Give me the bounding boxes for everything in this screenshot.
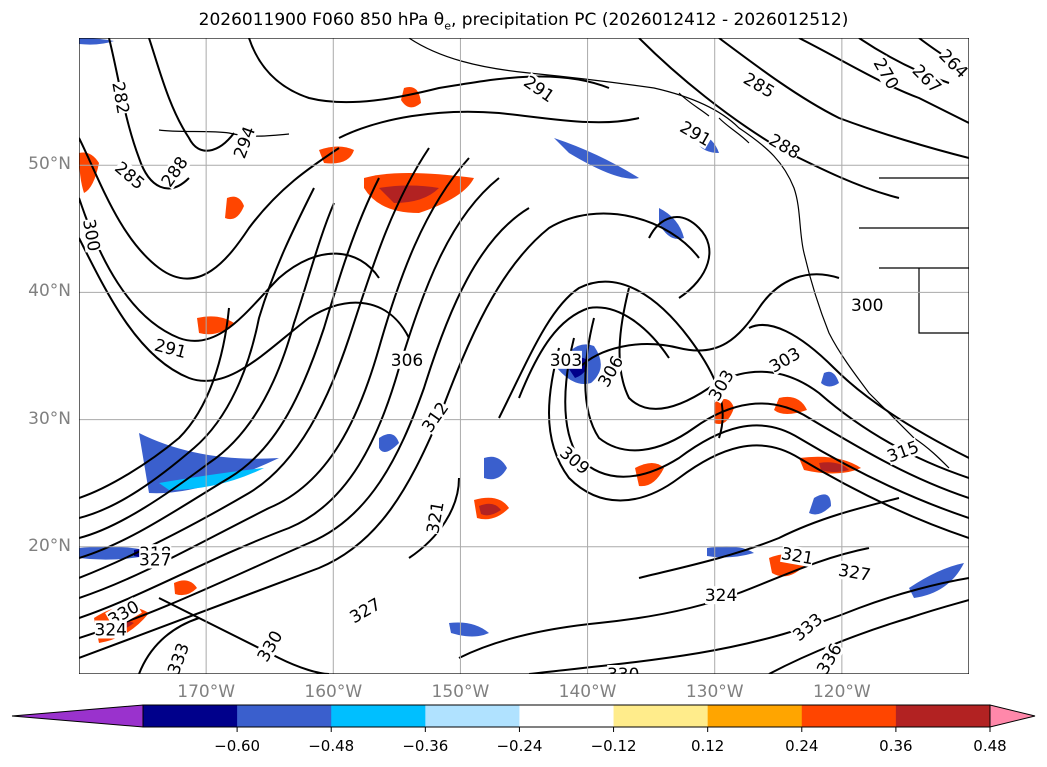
contour-label-bg: [139, 550, 172, 569]
chart-title: 2026011900 F060 850 hPa θe, precipitatio…: [198, 10, 849, 33]
contour-label-bg: [230, 124, 259, 161]
lon-tick-label: 170°W: [177, 682, 236, 702]
contour-label-bg: [766, 344, 803, 376]
contour-label-bg: [391, 350, 424, 369]
colorbar-bin: [895, 705, 991, 727]
colorbar-bin: [425, 705, 520, 727]
colorbar-bin: [143, 705, 238, 727]
contour-label-bg: [423, 500, 447, 535]
colorbar-tick-label: −0.36: [402, 737, 448, 755]
contour-label-bg: [157, 153, 191, 190]
contour-label-bg: [766, 130, 803, 162]
contour-label-bg: [705, 586, 738, 605]
contour-label-bg: [94, 620, 127, 639]
contour-label-bg: [152, 335, 189, 362]
contour-label-bg: [884, 437, 921, 466]
colorbar-tick-label: 0.48: [973, 737, 1006, 755]
contour-label-bg: [851, 296, 884, 315]
colorbar-bin: [801, 705, 897, 727]
lon-tick-label: 140°W: [558, 682, 617, 702]
colorbar-extend-max: [989, 704, 1036, 728]
coastline: [158, 38, 969, 469]
contour-label: 300: [79, 218, 103, 253]
contour-label: 324: [705, 586, 737, 606]
contour-label-bg: [909, 61, 945, 97]
contour-label-bg: [556, 443, 593, 478]
colorbar-bin: [519, 705, 615, 727]
colorbar-tick-label: 0.12: [691, 737, 724, 755]
contour-label-bg: [789, 609, 826, 645]
colorbar-bin: [613, 705, 709, 727]
contour-label-bg: [837, 560, 872, 584]
colorbar-extend-min: [11, 704, 144, 728]
lon-tick-label: 150°W: [431, 682, 490, 702]
contour-label-bg: [780, 544, 815, 568]
colorbar-bin: [331, 705, 426, 727]
contour-label: 306: [391, 351, 423, 371]
colorbar-bin: [237, 705, 332, 727]
contour-label-bg: [870, 55, 903, 92]
colorbar-tick-label: −0.60: [214, 737, 260, 755]
contour-label: 303: [550, 351, 582, 371]
contour-label-bg: [740, 69, 778, 101]
contour-label-bg: [936, 45, 969, 82]
contour-label-bg: [164, 640, 193, 674]
lat-tick-label: 30°N: [28, 408, 71, 429]
contour-label-bg: [418, 398, 452, 436]
contour-label-bg: [111, 158, 148, 193]
contour-label-bg: [253, 627, 286, 665]
contour-label: 327: [139, 551, 171, 571]
contour-label-bg: [594, 352, 627, 390]
contour-label-bg: [677, 117, 714, 150]
lat-tick-label: 40°N: [28, 281, 71, 302]
colorbar: −0.60 −0.48 −0.36 −0.24 −0.12 0.12 0.24 0.36 0.4…: [11, 704, 1036, 755]
colorbar-tick-label: 0.36: [879, 737, 912, 755]
contour-label-bg: [346, 594, 384, 627]
contour-label: 300: [851, 296, 883, 316]
colorbar-tick-label: −0.48: [308, 737, 354, 755]
contour-label: 330: [607, 665, 639, 674]
contour-label: 324: [95, 620, 127, 640]
contour-label-bg: [813, 640, 845, 674]
colorbar-outline: [142, 704, 991, 728]
lat-tick-label: 50°N: [28, 154, 71, 175]
contour-label-bg: [705, 366, 737, 404]
contour-label-bg: [549, 350, 582, 369]
colorbar-bin: [707, 705, 803, 727]
lat-tick-label: 20°N: [28, 535, 71, 556]
lon-tick-label: 130°W: [685, 682, 744, 702]
colorbar-tick-label: −0.12: [591, 737, 637, 755]
lon-tick-label: 120°W: [812, 682, 871, 702]
colorbar-tick-label: −0.24: [496, 737, 542, 755]
contour-label-bg: [520, 72, 558, 106]
lon-tick-label: 160°W: [304, 682, 363, 702]
colorbar-tick-label: 0.24: [785, 737, 818, 755]
contour-label-bg: [80, 217, 104, 253]
contour-label-bg: [607, 665, 640, 674]
contour-label-bg: [109, 80, 133, 116]
